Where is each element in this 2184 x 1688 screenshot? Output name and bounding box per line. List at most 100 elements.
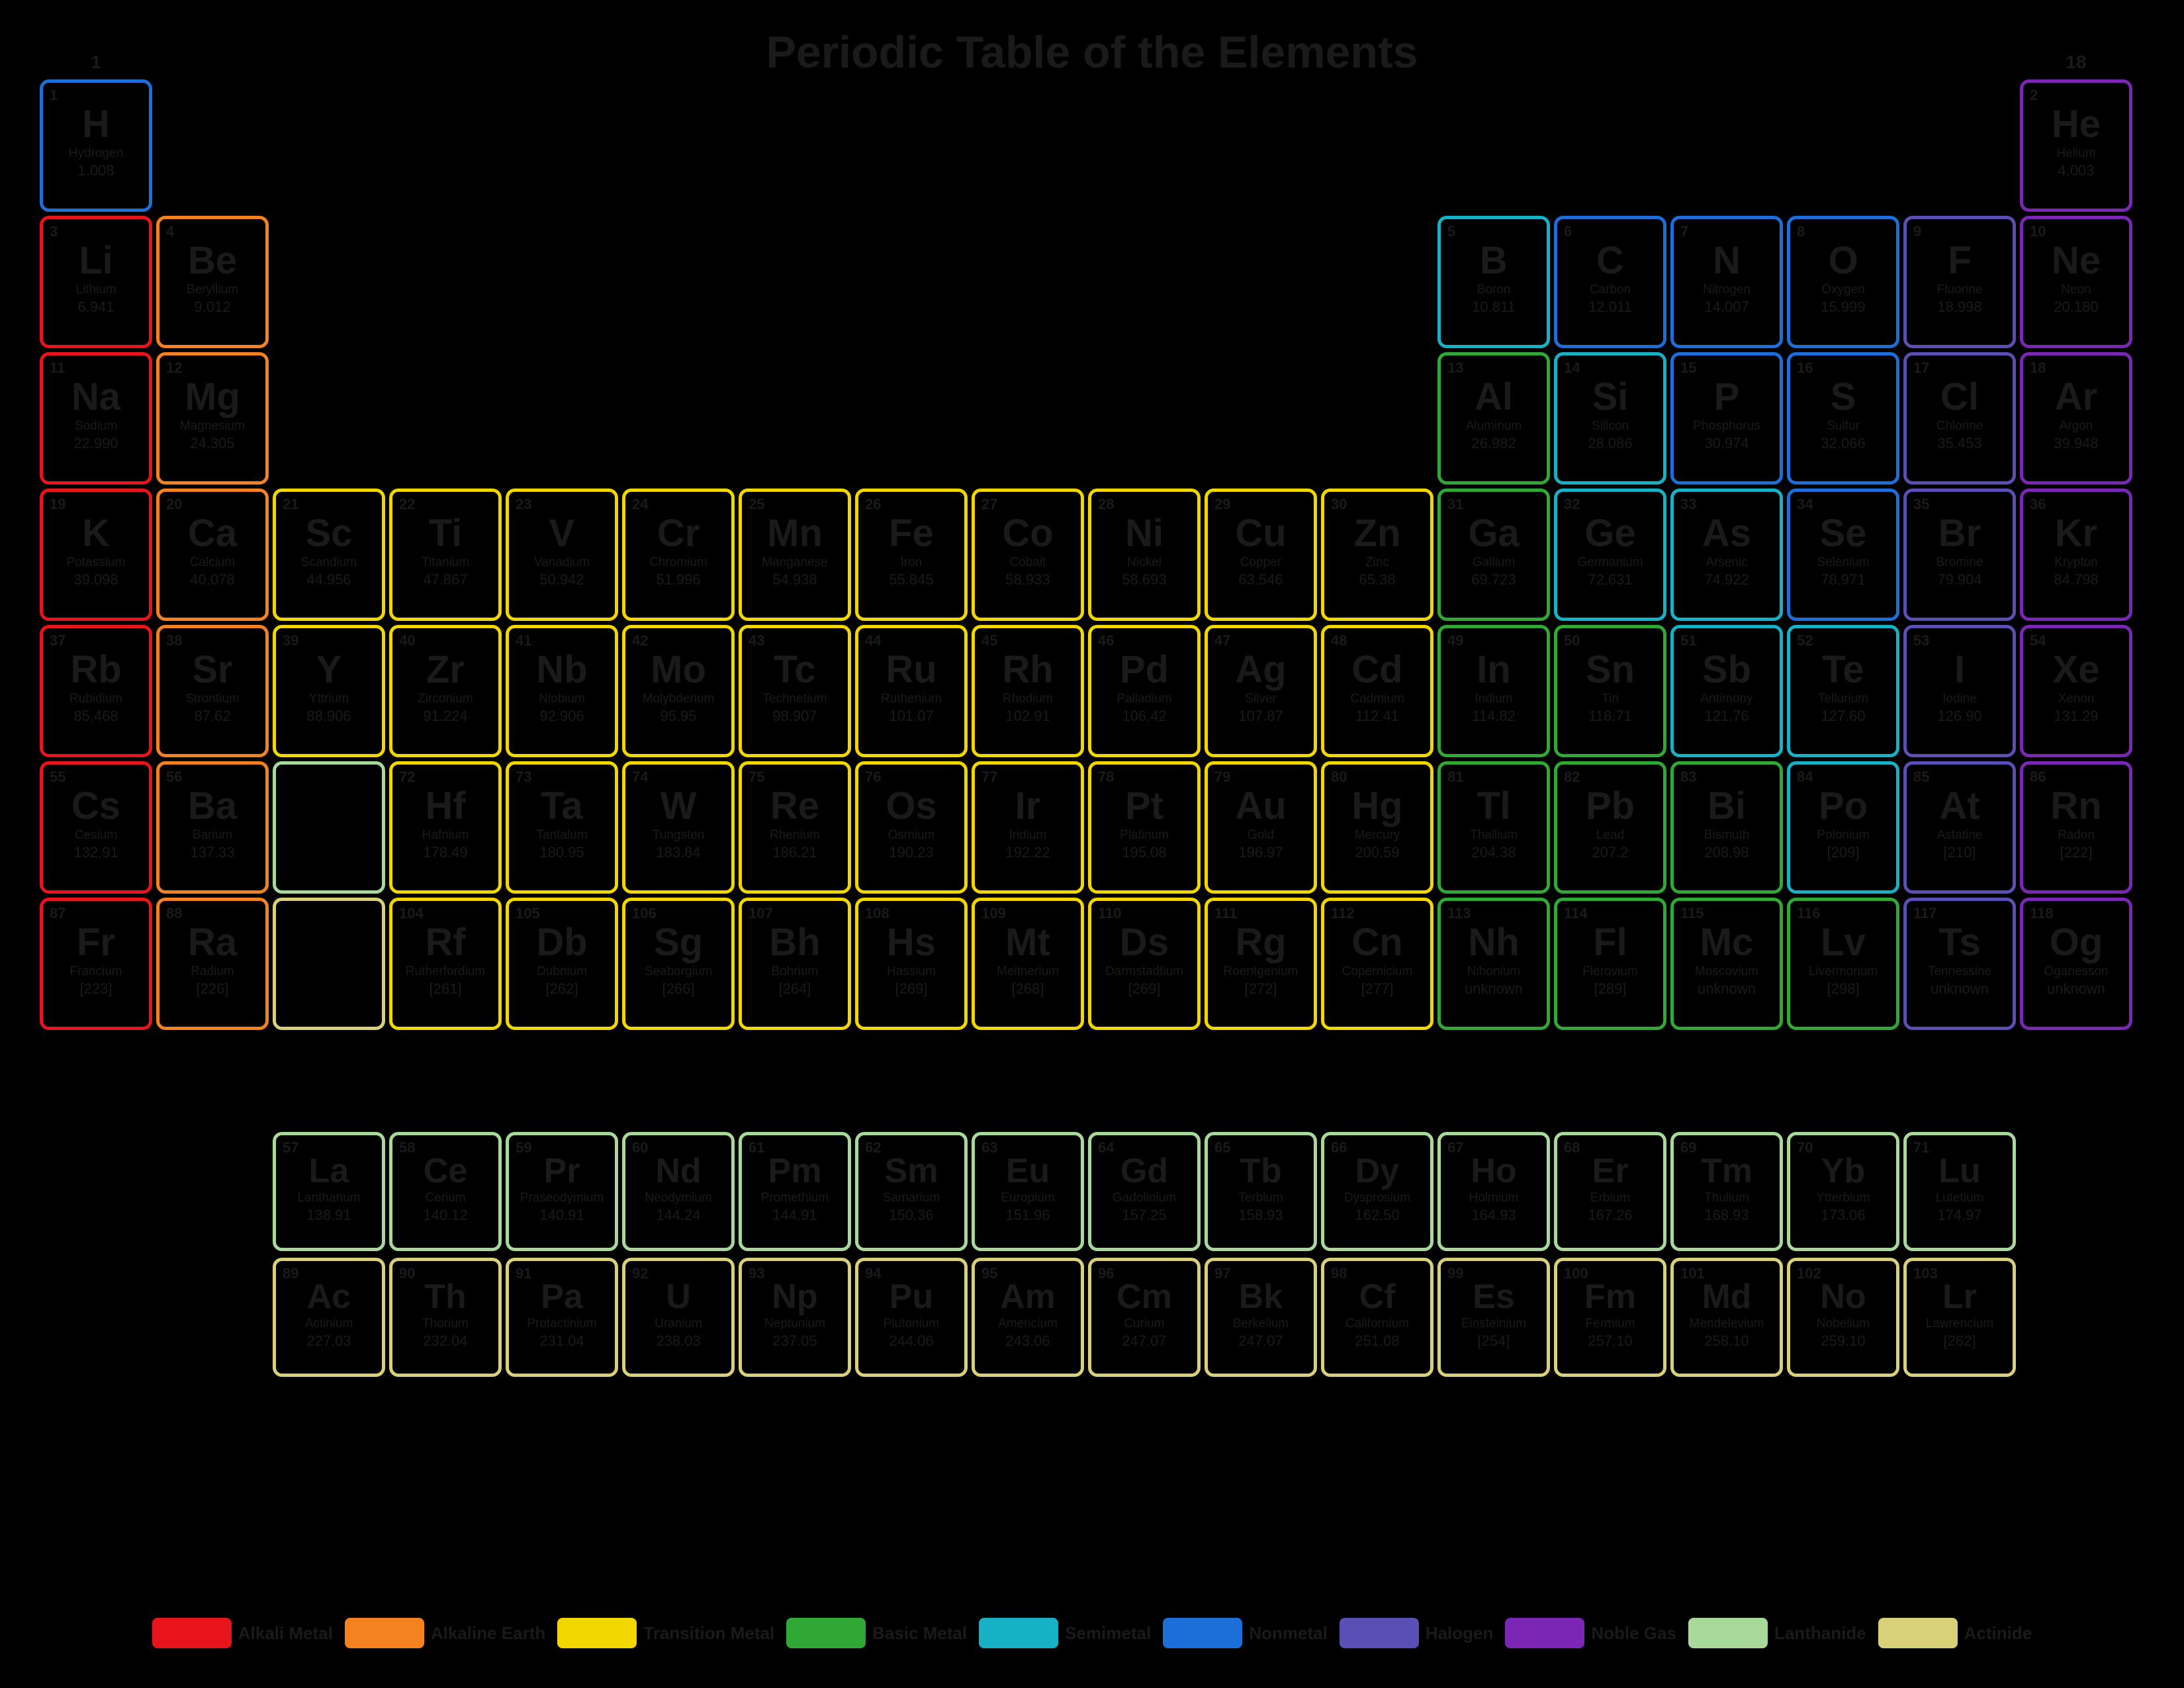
- atomic-number: 103: [1913, 1265, 1938, 1282]
- atomic-number: 92: [632, 1265, 648, 1282]
- element-cell: 6CCarbon12.011: [1554, 216, 1666, 348]
- element-name: Strontium: [165, 692, 260, 706]
- element-name: Meitnerium: [980, 964, 1075, 979]
- element-cell: 10NeNeon20.180: [2020, 216, 2132, 348]
- atomic-number: 114: [1564, 905, 1588, 922]
- atomic-mass: 121.76: [1679, 708, 1774, 725]
- legend-swatch: [1505, 1618, 1584, 1648]
- atomic-number: 22: [399, 496, 415, 513]
- atomic-number: 94: [865, 1265, 881, 1282]
- element-symbol: W: [631, 787, 726, 825]
- element-name: Zirconium: [398, 692, 493, 706]
- legend-swatch: [1688, 1618, 1768, 1648]
- element-cell: 26FeIron55.845: [855, 489, 968, 621]
- element-symbol: Ne: [2028, 242, 2124, 280]
- element-name: Barium: [165, 828, 260, 843]
- element-symbol: N: [1679, 242, 1774, 280]
- element-symbol: Cl: [1912, 378, 2007, 416]
- element-cell: 62SmSamarium150.36: [855, 1132, 968, 1251]
- legend-swatch: [979, 1618, 1058, 1648]
- element-symbol: Ru: [864, 651, 959, 689]
- atomic-number: 80: [1331, 769, 1347, 786]
- atomic-mass: 69.723: [1446, 571, 1541, 588]
- atomic-number: 82: [1564, 769, 1580, 786]
- atomic-mass: 190.23: [864, 844, 959, 861]
- atomic-mass: 102.91: [980, 708, 1075, 725]
- atomic-number: 28: [1098, 496, 1114, 513]
- atomic-number: 88: [166, 905, 182, 922]
- element-cell: 1HHydrogen1.008: [40, 79, 152, 212]
- element-name: Erbium: [1563, 1191, 1658, 1205]
- element-name: Manganese: [747, 555, 842, 570]
- element-cell: 88RaRadium[226]: [156, 898, 269, 1030]
- element-name: Indium: [1446, 692, 1541, 706]
- element-name: Scandium: [281, 555, 377, 570]
- atomic-mass: 137.33: [165, 844, 260, 861]
- atomic-number: 35: [1913, 496, 1929, 513]
- element-symbol: Ag: [1213, 651, 1308, 689]
- atomic-number: 81: [1447, 769, 1463, 786]
- legend-item: Basic Metal: [786, 1618, 967, 1648]
- element-cell: 99EsEinsteinium[254]: [1437, 1258, 1550, 1377]
- atomic-number: 33: [1680, 496, 1696, 513]
- element-cell: 114FlFlerovium[289]: [1554, 898, 1666, 1030]
- element-symbol: La: [281, 1154, 377, 1188]
- element-symbol: He: [2028, 105, 2124, 144]
- atomic-mass: [262]: [514, 980, 610, 998]
- element-cell: 29CuCopper63.546: [1205, 489, 1317, 621]
- element-name: Holmium: [1446, 1191, 1541, 1205]
- atomic-mass: unknown: [1912, 980, 2007, 998]
- element-symbol: Li: [48, 242, 144, 280]
- element-cell: 2HeHelium4.003: [2020, 79, 2132, 212]
- element-symbol: Og: [2028, 923, 2124, 962]
- element-symbol: Cf: [1330, 1280, 1425, 1314]
- atomic-number: 78: [1098, 769, 1114, 786]
- element-name: Iodine: [1912, 692, 2007, 706]
- element-name: Oxygen: [1796, 283, 1891, 297]
- element-cell: 61PmPromethium144.91: [739, 1132, 851, 1251]
- element-symbol: Ta: [514, 787, 610, 825]
- element-symbol: Tm: [1679, 1154, 1774, 1188]
- atomic-number: 10: [2030, 223, 2046, 240]
- element-cell: 50SnTin118.71: [1554, 625, 1666, 757]
- element-cell: 15PPhosphorus30.974: [1670, 352, 1783, 485]
- element-name: Rhenium: [747, 828, 842, 843]
- atomic-number: 56: [166, 769, 182, 786]
- atomic-mass: 238.03: [631, 1333, 726, 1350]
- element-name: Niobium: [514, 692, 610, 706]
- element-name: Nitrogen: [1679, 283, 1774, 297]
- element-name: Chromium: [631, 555, 726, 570]
- legend-label: Semimetal: [1065, 1623, 1151, 1644]
- element-name: Ytterbium: [1796, 1191, 1891, 1205]
- element-name: Nickel: [1097, 555, 1192, 570]
- element-symbol: Co: [980, 514, 1075, 553]
- atomic-mass: 74.922: [1679, 571, 1774, 588]
- element-cell: 42MoMolybdenum95.95: [622, 625, 735, 757]
- element-symbol: Ar: [2028, 378, 2124, 416]
- atomic-number: 101: [1680, 1265, 1705, 1282]
- element-name: Americium: [980, 1317, 1075, 1331]
- atomic-number: 32: [1564, 496, 1580, 513]
- element-name: Darmstadtium: [1097, 964, 1192, 979]
- atomic-mass: [269]: [1097, 980, 1192, 998]
- atomic-mass: 204.38: [1446, 844, 1541, 861]
- element-name: Nihonium: [1446, 964, 1541, 979]
- element-symbol: Mo: [631, 651, 726, 689]
- atomic-mass: [264]: [747, 980, 842, 998]
- element-name: Nobelium: [1796, 1317, 1891, 1331]
- element-name: Vanadium: [514, 555, 610, 570]
- atomic-number: 99: [1447, 1265, 1463, 1282]
- element-symbol: Mc: [1679, 923, 1774, 962]
- element-name: Tantalum: [514, 828, 610, 843]
- element-name: Zinc: [1330, 555, 1425, 570]
- element-symbol: Sc: [281, 514, 377, 553]
- element-cell: 48CdCadmium112.41: [1321, 625, 1433, 757]
- element-cell: 33AsArsenic74.922: [1670, 489, 1783, 621]
- element-cell: 94PuPlutonium244.06: [855, 1258, 968, 1377]
- element-cell: 98CfCalifornium251.08: [1321, 1258, 1433, 1377]
- atomic-mass: [262]: [1912, 1333, 2007, 1350]
- atomic-number: 96: [1098, 1265, 1114, 1282]
- element-cell: 75ReRhenium186.21: [739, 761, 851, 894]
- element-symbol: Nb: [514, 651, 610, 689]
- element-name: Plutonium: [864, 1317, 959, 1331]
